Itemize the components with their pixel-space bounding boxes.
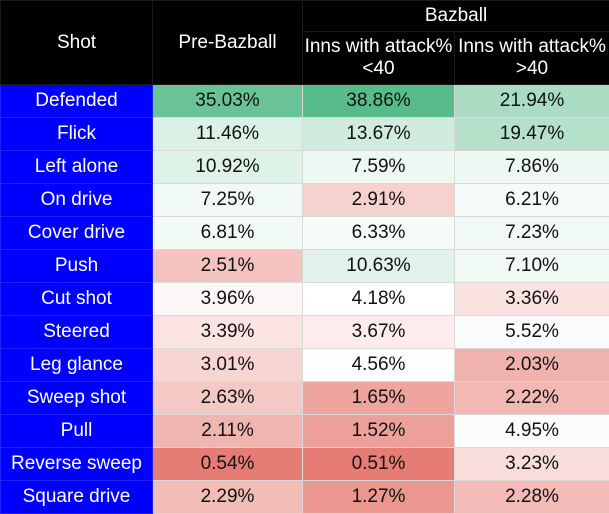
heatmap-cell-bazball-high-attack: 2.22%	[455, 382, 609, 415]
shot-label: Reverse sweep	[1, 448, 153, 481]
heatmap-cell-bazball-low-attack: 38.86%	[303, 85, 455, 118]
heatmap-cell-bazball-low-attack: 13.67%	[303, 118, 455, 151]
heatmap-cell-bazball-high-attack: 3.36%	[455, 283, 609, 316]
heatmap-cell-bazball-high-attack: 5.52%	[455, 316, 609, 349]
shot-label: Flick	[1, 118, 153, 151]
heatmap-cell-bazball-high-attack: 4.95%	[455, 415, 609, 448]
shot-label: Leg glance	[1, 349, 153, 382]
heatmap-cell-bazball-high-attack: 21.94%	[455, 85, 609, 118]
heatmap-cell-bazball-high-attack: 7.10%	[455, 250, 609, 283]
shot-label: Pull	[1, 415, 153, 448]
heatmap-cell-pre-bazball: 10.92%	[153, 151, 303, 184]
shot-label: Defended	[1, 85, 153, 118]
heatmap-cell-pre-bazball: 35.03%	[153, 85, 303, 118]
heatmap-cell-bazball-high-attack: 6.21%	[455, 184, 609, 217]
heatmap-cell-bazball-low-attack: 1.52%	[303, 415, 455, 448]
bazball-group-header: Bazball	[303, 1, 609, 32]
heatmap-cell-bazball-high-attack: 2.28%	[455, 481, 609, 514]
heatmap-cell-pre-bazball: 3.01%	[153, 349, 303, 382]
shot-label: Left alone	[1, 151, 153, 184]
heatmap-cell-pre-bazball: 3.96%	[153, 283, 303, 316]
shot-label: Square drive	[1, 481, 153, 514]
heatmap-cell-pre-bazball: 7.25%	[153, 184, 303, 217]
bazball-low-attack-column-header: Inns with attack% <40	[303, 32, 455, 85]
heatmap-cell-pre-bazball: 2.63%	[153, 382, 303, 415]
pre-bazball-column-header: Pre-Bazball	[153, 1, 303, 85]
shot-label: Steered	[1, 316, 153, 349]
shot-label: Sweep shot	[1, 382, 153, 415]
heatmap-cell-bazball-low-attack: 3.67%	[303, 316, 455, 349]
shot-label: Cut shot	[1, 283, 153, 316]
heatmap-cell-bazball-high-attack: 3.23%	[455, 448, 609, 481]
heatmap-cell-bazball-low-attack: 4.18%	[303, 283, 455, 316]
shot-label: Cover drive	[1, 217, 153, 250]
table-header: Shot Pre-Bazball Bazball Inns with attac…	[1, 1, 609, 85]
heatmap-cell-pre-bazball: 0.54%	[153, 448, 303, 481]
shot-label: Push	[1, 250, 153, 283]
heatmap-cell-bazball-low-attack: 7.59%	[303, 151, 455, 184]
heatmap-cell-pre-bazball: 2.11%	[153, 415, 303, 448]
heatmap-cell-bazball-high-attack: 19.47%	[455, 118, 609, 151]
heatmap-cell-bazball-low-attack: 1.27%	[303, 481, 455, 514]
heatmap-cell-bazball-high-attack: 2.03%	[455, 349, 609, 382]
bazball-high-attack-column-header: Inns with attack% >40	[455, 32, 609, 85]
heatmap-cell-bazball-high-attack: 7.23%	[455, 217, 609, 250]
heatmap-cell-pre-bazball: 2.51%	[153, 250, 303, 283]
heatmap-cell-pre-bazball: 6.81%	[153, 217, 303, 250]
shot-column-header: Shot	[1, 1, 153, 85]
heatmap-cell-bazball-low-attack: 1.65%	[303, 382, 455, 415]
heatmap-cell-bazball-low-attack: 6.33%	[303, 217, 455, 250]
heatmap-cell-bazball-low-attack: 4.56%	[303, 349, 455, 382]
heatmap-cell-bazball-low-attack: 2.91%	[303, 184, 455, 217]
heatmap-cell-pre-bazball: 3.39%	[153, 316, 303, 349]
shot-distribution-heatmap: Shot Pre-Bazball Bazball Inns with attac…	[0, 0, 609, 502]
heatmap-cell-pre-bazball: 2.29%	[153, 481, 303, 514]
heatmap-cell-bazball-low-attack: 0.51%	[303, 448, 455, 481]
heatmap-cell-pre-bazball: 11.46%	[153, 118, 303, 151]
heatmap-cell-bazball-low-attack: 10.63%	[303, 250, 455, 283]
heatmap-cell-bazball-high-attack: 7.86%	[455, 151, 609, 184]
shot-label: On drive	[1, 184, 153, 217]
